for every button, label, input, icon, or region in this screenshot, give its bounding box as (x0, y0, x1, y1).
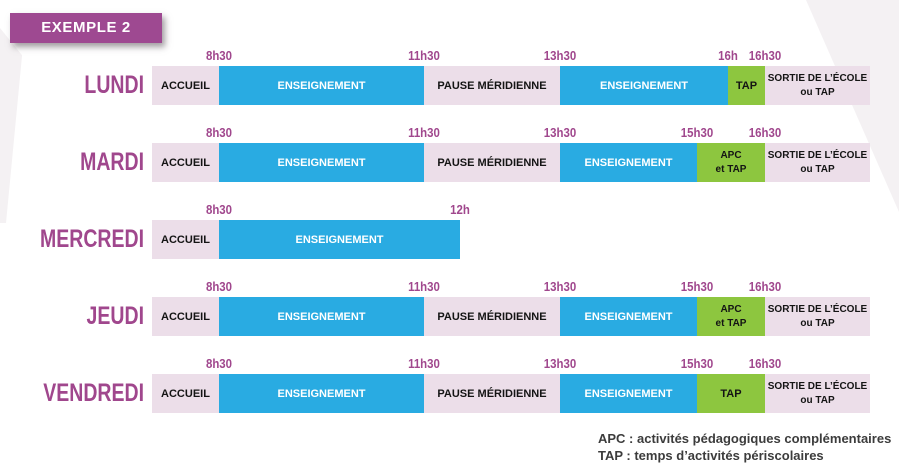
time-label: 8h30 (205, 279, 233, 294)
day-row-vendredi: VENDREDI 8h30 11h30 13h30 15h30 16h30 ACCUEIL E… (0, 356, 899, 413)
day-row-mardi: MARDI 8h30 11h30 13h30 15h30 16h30 ACCUEIL ENSE… (0, 125, 899, 182)
block-label-line2: ou TAP (800, 164, 835, 175)
schedule-block-enseignement: ENSEIGNEMENT (560, 143, 697, 182)
schedule-block-enseignement: ENSEIGNEMENT (219, 374, 424, 413)
block-label: APC (720, 150, 742, 161)
time-label: 13h30 (543, 279, 577, 294)
schedule-block-enseignement: ENSEIGNEMENT (560, 66, 728, 105)
block-label: ENSEIGNEMENT (277, 79, 366, 92)
block-label: ACCUEIL (161, 310, 210, 323)
time-label: 16h30 (748, 48, 782, 63)
block-label: SORTIE DE L’ÉCOLE (767, 73, 868, 84)
block-label: TAP (735, 79, 758, 92)
block-label: ENSEIGNEMENT (599, 79, 688, 92)
time-label: 15h30 (680, 356, 714, 371)
schedule-block-apc: APC et TAP (697, 143, 765, 182)
time-label: 13h30 (543, 48, 577, 63)
time-label: 8h30 (205, 356, 233, 371)
time-label: 11h30 (408, 125, 440, 140)
legend: APC : activités pédagogiques complémenta… (598, 430, 891, 464)
time-label: 8h30 (205, 48, 233, 63)
schedule-block-enseignement: ENSEIGNEMENT (219, 220, 460, 259)
schedule-block-accueil: ACCUEIL (152, 374, 219, 413)
legend-line-tap: TAP : temps d’activités périscolaires (598, 448, 824, 463)
legend-line-apc: APC : activités pédagogiques complémenta… (598, 431, 892, 446)
block-label: APC (720, 304, 742, 315)
day-label: VENDREDI (43, 379, 144, 407)
schedule-block-sortie: SORTIE DE L’ÉCOLE ou TAP (765, 374, 870, 413)
time-label: 8h30 (205, 202, 233, 217)
day-label: LUNDI (84, 71, 144, 99)
day-label: MARDI (80, 148, 144, 176)
day-row-lundi: LUNDI 8h30 11h30 13h30 16h 16h30 ACCUEIL ENSEIG… (0, 48, 899, 105)
schedule-block-enseignement: ENSEIGNEMENT (219, 143, 424, 182)
schedule-block-tap: TAP (697, 374, 765, 413)
block-label: SORTIE DE L’ÉCOLE (767, 304, 868, 315)
schedule-block-sortie: SORTIE DE L’ÉCOLE ou TAP (765, 143, 870, 182)
schedule-block-sortie: SORTIE DE L’ÉCOLE ou TAP (765, 66, 870, 105)
block-label: TAP (720, 387, 742, 400)
time-label: 12h (450, 202, 470, 217)
day-label: JEUDI (86, 302, 144, 330)
day-label: MERCREDI (39, 225, 144, 253)
block-label: ACCUEIL (161, 387, 210, 400)
schedule-block-accueil: ACCUEIL (152, 66, 219, 105)
schedule-block-pause: PAUSE MÉRIDIENNE (424, 66, 560, 105)
schedule-block-enseignement: ENSEIGNEMENT (219, 66, 424, 105)
block-label: PAUSE MÉRIDIENNE (437, 79, 547, 92)
block-label-line2: ou TAP (800, 87, 835, 98)
block-label: ACCUEIL (161, 79, 210, 92)
schedule-block-accueil: ACCUEIL (152, 220, 219, 259)
day-row-mercredi: MERCREDI 8h30 12h ACCUEIL ENSEIGNEMENT (0, 202, 899, 259)
time-label: 8h30 (205, 125, 233, 140)
block-label: ENSEIGNEMENT (277, 310, 366, 323)
block-label: ENSEIGNEMENT (295, 233, 384, 246)
time-label: 15h30 (680, 125, 714, 140)
block-label: PAUSE MÉRIDIENNE (437, 310, 547, 323)
time-label: 13h30 (543, 125, 577, 140)
block-label: ACCUEIL (161, 233, 210, 246)
day-row-jeudi: JEUDI 8h30 11h30 13h30 15h30 16h30 ACCUEIL ENSE… (0, 279, 899, 336)
time-label: 16h30 (748, 279, 782, 294)
example-badge: EXEMPLE 2 (10, 13, 162, 43)
schedule-block-enseignement: ENSEIGNEMENT (219, 297, 424, 336)
time-label: 16h30 (748, 125, 782, 140)
schedule-block-accueil: ACCUEIL (152, 143, 219, 182)
block-label: SORTIE DE L’ÉCOLE (767, 381, 868, 392)
schedule-block-pause: PAUSE MÉRIDIENNE (424, 297, 560, 336)
block-label: ENSEIGNEMENT (584, 387, 673, 400)
block-label-line2: ou TAP (800, 318, 835, 329)
time-label: 11h30 (408, 48, 440, 63)
block-label: PAUSE MÉRIDIENNE (437, 156, 547, 169)
time-label: 13h30 (543, 356, 577, 371)
schedule-block-enseignement: ENSEIGNEMENT (560, 297, 697, 336)
background-wedge-left (0, 28, 23, 223)
block-label-line2: et TAP (715, 164, 747, 175)
block-label: ENSEIGNEMENT (277, 156, 366, 169)
block-label-line2: et TAP (715, 318, 747, 329)
block-label: ENSEIGNEMENT (584, 156, 673, 169)
block-label-line2: ou TAP (800, 395, 835, 406)
schedule-block-apc: APC et TAP (697, 297, 765, 336)
schedule-block-pause: PAUSE MÉRIDIENNE (424, 143, 560, 182)
time-label: 15h30 (680, 279, 714, 294)
schedule-block-tap: TAP (728, 66, 765, 105)
block-label: ENSEIGNEMENT (584, 310, 673, 323)
block-label: ACCUEIL (161, 156, 210, 169)
block-label: ENSEIGNEMENT (277, 387, 366, 400)
block-label: PAUSE MÉRIDIENNE (437, 387, 547, 400)
block-label: SORTIE DE L’ÉCOLE (767, 150, 868, 161)
schedule-block-sortie: SORTIE DE L’ÉCOLE ou TAP (765, 297, 870, 336)
schedule-block-pause: PAUSE MÉRIDIENNE (424, 374, 560, 413)
time-label: 11h30 (408, 356, 440, 371)
schedule-block-accueil: ACCUEIL (152, 297, 219, 336)
time-label: 11h30 (408, 279, 440, 294)
time-label: 16h30 (748, 356, 782, 371)
time-label: 16h (718, 48, 738, 63)
schedule-block-enseignement: ENSEIGNEMENT (560, 374, 697, 413)
